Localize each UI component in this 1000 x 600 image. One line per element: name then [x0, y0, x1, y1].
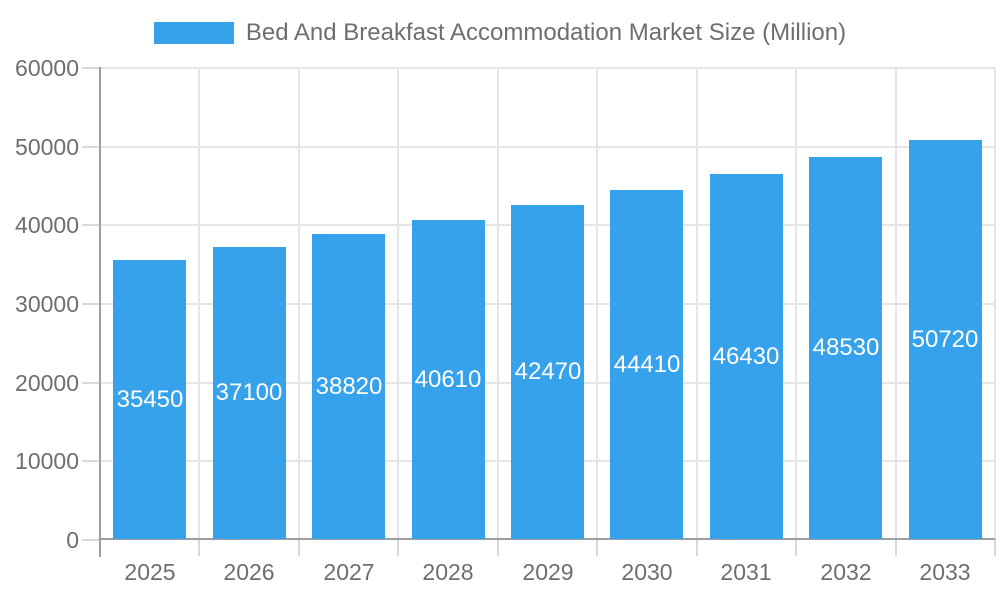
bar-2026 [213, 247, 286, 539]
x-tick [994, 539, 996, 556]
bar-value-label: 50720 [911, 326, 979, 353]
x-axis-label: 2025 [124, 559, 176, 585]
x-gridline [298, 67, 300, 539]
y-gridline [100, 146, 995, 148]
bar-2032 [809, 157, 882, 539]
y-axis-label: 10000 [15, 448, 79, 474]
x-tick [298, 539, 300, 556]
bar-value-label: 37100 [215, 379, 283, 406]
bar-value-label: 44410 [613, 351, 681, 378]
legend-swatch-icon [153, 21, 234, 44]
bar-value-label: 48530 [812, 334, 880, 361]
x-gridline [696, 67, 698, 539]
y-axis-label: 40000 [15, 212, 79, 238]
x-axis-label: 2026 [223, 559, 275, 585]
x-tick [397, 539, 399, 556]
x-tick [895, 539, 897, 556]
y-axis-label: 0 [66, 527, 79, 553]
y-axis-label: 20000 [15, 370, 79, 396]
bar-value-label: 42470 [514, 358, 582, 385]
y-tick [82, 382, 100, 384]
bar-2025 [113, 260, 186, 539]
bar-value-label: 35450 [116, 386, 184, 413]
bar-2028 [412, 220, 485, 539]
y-axis-line [99, 67, 101, 557]
y-tick [82, 146, 100, 148]
x-tick [696, 539, 698, 556]
y-axis-label: 30000 [15, 291, 79, 317]
y-axis-label: 60000 [15, 55, 79, 81]
y-tick [82, 539, 100, 541]
x-axis-line [99, 538, 995, 540]
y-gridline [100, 67, 995, 69]
x-tick [795, 539, 797, 556]
bar-2027 [312, 234, 385, 539]
bar-value-label: 46430 [712, 343, 780, 370]
x-tick [198, 539, 200, 556]
x-axis-label: 2032 [820, 559, 872, 585]
x-axis-label: 2031 [720, 559, 772, 585]
x-axis-label: 2029 [522, 559, 574, 585]
x-tick [497, 539, 499, 556]
x-gridline [795, 67, 797, 539]
y-tick [82, 67, 100, 69]
x-axis-label: 2028 [422, 559, 474, 585]
bar-2030 [610, 190, 683, 539]
legend-label: Bed And Breakfast Accommodation Market S… [245, 18, 847, 46]
x-axis-label: 2030 [621, 559, 673, 585]
x-gridline [497, 67, 499, 539]
x-gridline [596, 67, 598, 539]
bar-2031 [710, 174, 783, 539]
chart-legend: Bed And Breakfast Accommodation Market S… [0, 19, 1000, 46]
y-tick [82, 303, 100, 305]
bar-value-label: 40610 [414, 366, 482, 393]
x-gridline [994, 67, 996, 539]
y-tick [82, 460, 100, 462]
x-axis-label: 2027 [323, 559, 375, 585]
x-gridline [198, 67, 200, 539]
x-tick [596, 539, 598, 556]
y-tick [82, 224, 100, 226]
x-gridline [895, 67, 897, 539]
x-gridline [397, 67, 399, 539]
x-axis-label: 2033 [919, 559, 971, 585]
bar-2033 [909, 140, 982, 539]
y-axis-label: 50000 [15, 134, 79, 160]
bar-2029 [511, 205, 584, 539]
bar-value-label: 38820 [315, 373, 383, 400]
